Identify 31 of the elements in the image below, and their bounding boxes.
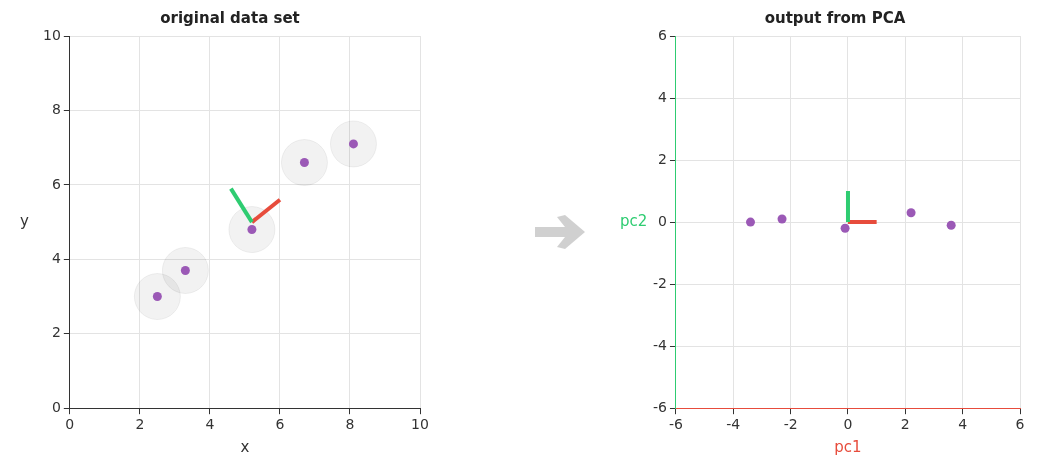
x-tick-label: 6	[1015, 416, 1025, 433]
x-tick-label: 8	[345, 416, 355, 433]
x-tick-label: 2	[900, 416, 910, 433]
y-tick-label: 4	[658, 88, 668, 105]
y-tick-label: -6	[652, 398, 668, 415]
x-tick-label: 4	[205, 416, 215, 433]
chart-title: original data set	[160, 8, 300, 27]
x-tick-label: 6	[275, 416, 285, 433]
x-tick-label: -4	[726, 416, 741, 433]
y-tick-label: -2	[652, 274, 667, 291]
y-tick-label: 10	[42, 26, 61, 43]
y-tick-label: 6	[658, 26, 668, 43]
y-tick-label: -4	[652, 336, 668, 353]
x-tick-label: 0	[65, 416, 75, 433]
y-tick-label: 2	[51, 324, 61, 341]
y-tick-label: 0	[658, 212, 667, 229]
x-tick-label: 2	[135, 416, 145, 433]
y-tick-label: 0	[51, 398, 61, 415]
y-tick-label: 2	[658, 150, 667, 167]
x-tick-label: 4	[958, 416, 968, 433]
y-tick-label: 4	[51, 249, 61, 266]
x-axis-title: pc1	[834, 437, 862, 456]
y-tick-label: 6	[51, 175, 61, 192]
x-axis-title: x	[240, 437, 250, 456]
chart-title: output from PCA	[764, 8, 906, 27]
y-tick-label: 8	[51, 101, 61, 118]
x-tick-label: -2	[783, 416, 798, 433]
y-axis-title: pc2	[620, 211, 648, 230]
y-axis-title: y	[20, 211, 29, 230]
x-tick-label: 0	[843, 416, 853, 433]
x-tick-label: 10	[411, 416, 429, 433]
